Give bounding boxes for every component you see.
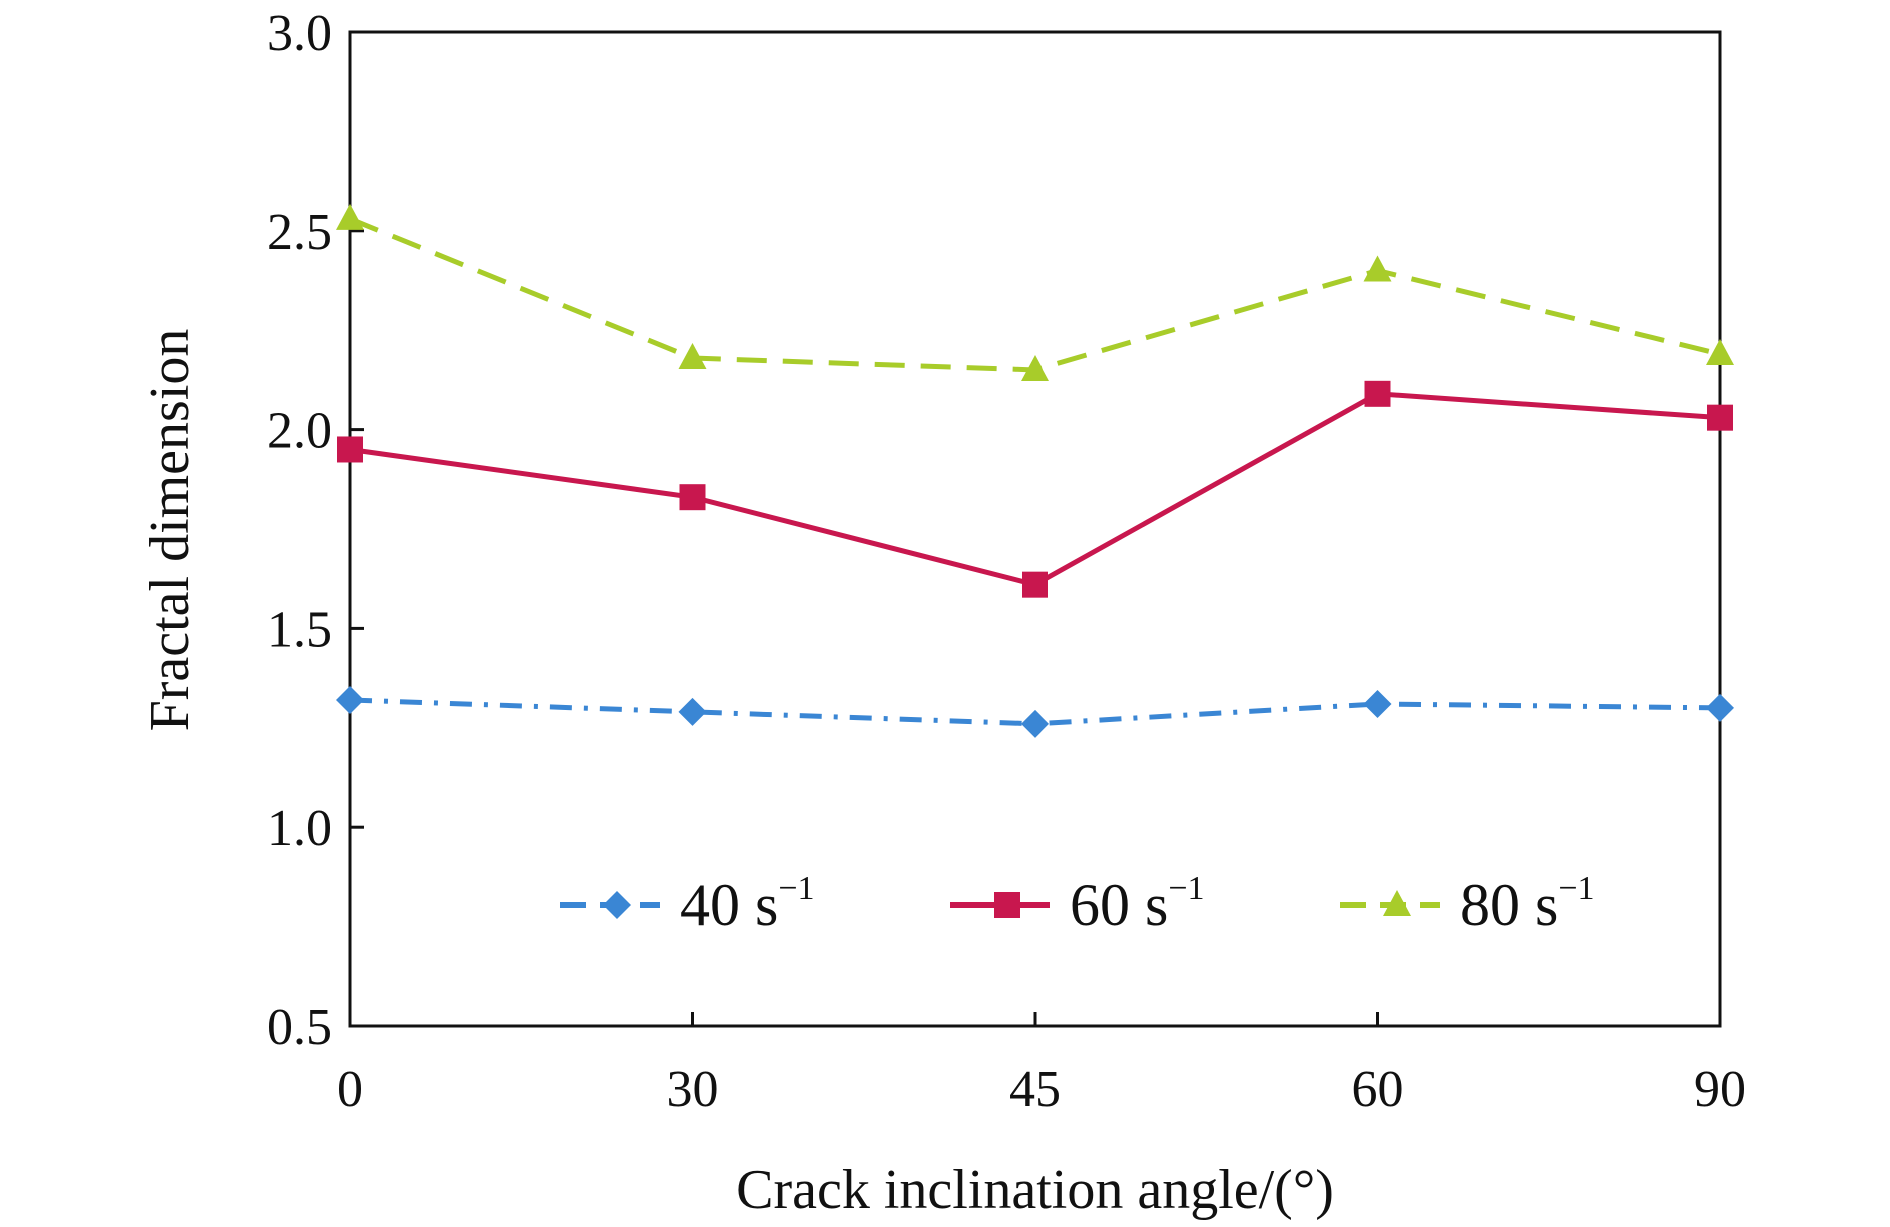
legend-swatch-marker <box>603 891 631 919</box>
legend-item: 80 s−1 <box>1340 870 1595 938</box>
legend: 40 s−1 60 s−1 80 s−1 <box>560 870 1595 938</box>
legend-label: 80 s−1 <box>1460 870 1595 938</box>
y-tick-label: 1.0 <box>267 800 332 857</box>
legend-label-superscript: −1 <box>778 870 814 907</box>
series-layer <box>336 203 1734 738</box>
data-point <box>336 203 364 230</box>
x-tick-label: 60 <box>1352 1061 1404 1118</box>
data-point <box>1364 380 1391 407</box>
data-point <box>1363 255 1392 282</box>
x-tick-label: 30 <box>667 1061 719 1118</box>
series-80-s <box>336 203 1734 381</box>
y-tick-label: 0.5 <box>267 999 332 1056</box>
y-tick-label: 2.0 <box>267 403 332 460</box>
legend-item: 40 s−1 <box>560 870 815 938</box>
data-point <box>1021 709 1049 738</box>
x-tick-label: 90 <box>1694 1061 1746 1118</box>
data-point <box>678 697 707 726</box>
data-point <box>1706 693 1734 722</box>
data-point <box>678 343 707 370</box>
y-axis-label: Fractal dimension <box>139 329 201 732</box>
x-axis: 0 30 45 60 90 <box>337 1012 1746 1118</box>
data-point <box>1021 354 1049 381</box>
y-tick-label: 1.5 <box>267 601 332 658</box>
series-line <box>349 391 1721 588</box>
series-line <box>349 216 1721 373</box>
y-tick-label: 3.0 <box>267 5 332 62</box>
legend-item: 60 s−1 <box>950 870 1205 938</box>
data-point <box>337 436 363 463</box>
x-axis-label: Crack inclination angle/(°) <box>736 1159 1334 1221</box>
legend-swatch-marker <box>994 892 1020 918</box>
legend-label: 40 s−1 <box>680 870 815 938</box>
series-40-s <box>336 685 1734 738</box>
data-point <box>679 484 706 511</box>
y-tick-label: 2.5 <box>267 204 332 261</box>
legend-label-superscript: −1 <box>1558 870 1594 907</box>
legend-label-superscript: −1 <box>1168 870 1204 907</box>
data-point <box>1022 571 1048 598</box>
data-point <box>1707 404 1733 431</box>
legend-swatch-marker <box>1383 890 1411 916</box>
legend-label: 60 s−1 <box>1070 870 1205 938</box>
data-point <box>1706 339 1734 366</box>
data-point <box>336 685 364 714</box>
y-axis: 0.5 1.0 1.5 2.0 2.5 3.0 <box>267 5 364 1056</box>
series-60-s <box>337 380 1733 598</box>
x-tick-label: 45 <box>1009 1061 1061 1118</box>
data-point <box>1363 689 1392 718</box>
x-tick-label: 0 <box>337 1061 363 1118</box>
